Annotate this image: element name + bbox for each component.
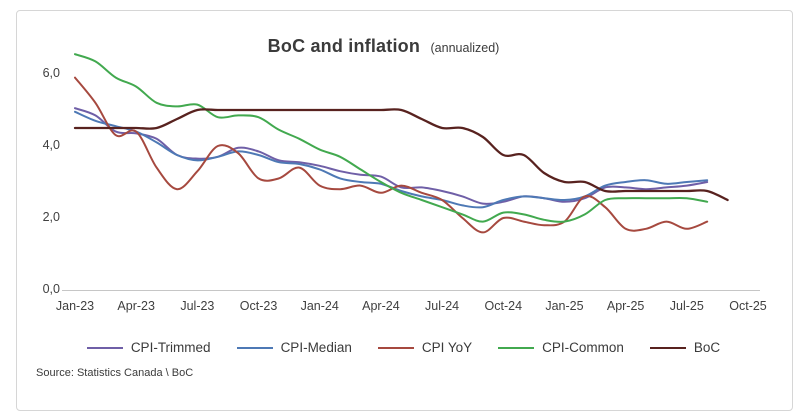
x-axis-label: Jul-24 <box>425 299 460 313</box>
x-axis-label: Jan-24 <box>300 299 339 313</box>
x-axis-label: Oct-24 <box>484 299 523 313</box>
y-axis-label: 0,0 <box>42 282 60 296</box>
series-line-cpi-common <box>74 53 709 223</box>
source-note: Source: Statistics Canada \ BoC <box>36 367 194 379</box>
legend-line-swatch <box>649 346 686 349</box>
x-axis-label: Jul-23 <box>180 299 215 313</box>
x-axis-label: Apr-24 <box>362 299 400 313</box>
legend-label: BoC <box>693 340 721 355</box>
legend-label: CPI-Common <box>542 340 624 355</box>
legend-item-cpi-common: CPI-Common <box>498 340 624 355</box>
series-line-boc <box>73 108 729 202</box>
chart-title: BoC and inflation (annualized) <box>0 36 767 57</box>
legend-item-boc: BoC <box>649 340 721 355</box>
x-axis-label: Jan-25 <box>545 299 584 313</box>
y-axis-label: 6,0 <box>42 66 60 80</box>
series-line-cpi-yoy <box>74 76 709 234</box>
x-axis-label: Apr-23 <box>117 299 155 313</box>
x-axis-label: Oct-25 <box>729 299 767 313</box>
legend-line-swatch <box>498 346 535 349</box>
x-axis-label: Jan-23 <box>55 299 95 313</box>
x-axis-label: Oct-23 <box>239 299 278 313</box>
legend-line-swatch <box>236 346 273 349</box>
chart-frame-border <box>16 10 793 411</box>
legend-item-cpi-trimmed: CPI-Trimmed <box>86 340 211 355</box>
legend-label: CPI-Trimmed <box>130 340 211 355</box>
x-axis-label: Apr-25 <box>606 299 645 313</box>
legend-line-swatch <box>86 346 123 349</box>
y-axis-label: 4,0 <box>42 138 60 152</box>
legend-line-swatch <box>377 346 414 349</box>
chart-title-suffix: (annualized) <box>430 41 500 55</box>
x-axis-label: Jul-25 <box>669 299 704 313</box>
chart-title-text: BoC and inflation <box>267 36 421 56</box>
legend-item-cpi-median: CPI-Median <box>236 340 352 355</box>
legend-item-cpi-yoy: CPI YoY <box>377 340 473 355</box>
legend-label: CPI YoY <box>421 340 473 355</box>
series-line-cpi-median <box>74 110 709 209</box>
legend-label: CPI-Median <box>280 340 352 355</box>
legend: CPI-Trimmed CPI-Median CPI YoY CPI-Common Bo… <box>0 340 807 355</box>
y-axis-label: 2,0 <box>42 210 60 224</box>
